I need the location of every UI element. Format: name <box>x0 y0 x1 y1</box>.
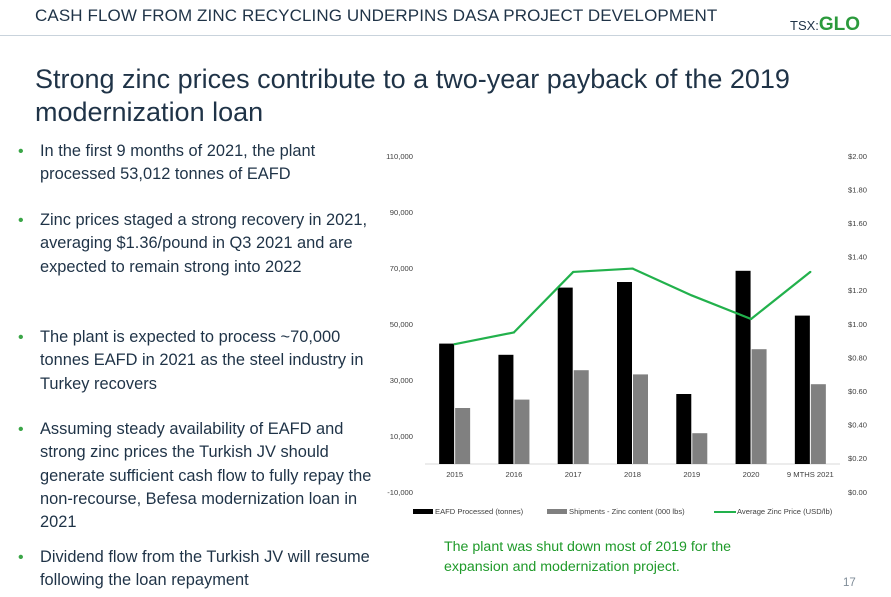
right-tick-label: $1.80 <box>848 185 867 194</box>
bullet-text: Assuming steady availability of EAFD and… <box>40 420 372 532</box>
left-axis: -10,000 10,000 30,000 50,000 70,000 90,000 110… <box>386 152 413 497</box>
line-point <box>690 294 693 297</box>
bar <box>794 315 810 464</box>
line-point <box>572 270 575 274</box>
bullet-item: • In the first 9 months of 2021, the plan… <box>18 140 380 187</box>
bullet-item: • The plant is expected to process ~70,00… <box>18 326 380 396</box>
bar <box>617 282 632 464</box>
bar <box>455 408 471 464</box>
header-title: CASH FLOW FROM ZINC RECYCLING UNDERPINS … <box>35 6 718 25</box>
right-tick-label: $0.00 <box>848 488 867 497</box>
line-point <box>749 317 753 321</box>
left-tick-label: 50,000 <box>390 320 413 329</box>
chart-legend: EAFD Processed (tonnes) Shipments - Zinc … <box>413 507 833 516</box>
category-label: 2018 <box>624 470 641 479</box>
line-point <box>631 267 634 270</box>
left-tick-label: 70,000 <box>390 264 413 273</box>
category-label: 9 MTHS 2021 <box>787 470 834 479</box>
page-number: 17 <box>843 577 856 589</box>
line-point <box>453 343 456 346</box>
bar <box>751 349 767 464</box>
left-tick-label: 10,000 <box>390 432 413 441</box>
right-axis: $0.00 $0.20 $0.40 $0.60 $0.80 $1.00 $1.20 $1.40… <box>848 152 867 497</box>
category-labels: 2015 2016 2017 2018 2019 2020 9 MTHS 2021 <box>446 470 834 479</box>
legend-swatch <box>547 509 567 514</box>
bullet-text: In the first 9 months of 2021, the plant… <box>40 142 316 184</box>
right-tick-label: $1.40 <box>848 253 867 262</box>
category-label: 2016 <box>505 470 522 479</box>
line-series <box>453 267 812 346</box>
bar <box>498 354 514 464</box>
right-tick-label: $0.40 <box>848 421 867 430</box>
bullet-dot-icon: • <box>18 143 24 160</box>
logo-name: GLO <box>818 14 861 35</box>
legend-label: Average Zinc Price (USD/lb) <box>737 507 833 516</box>
category-label: 2019 <box>683 470 700 479</box>
bullet-text: Zinc prices staged a strong recovery in … <box>40 211 368 276</box>
bar <box>573 370 589 464</box>
left-tick-label: 30,000 <box>390 376 413 385</box>
left-tick-label: 90,000 <box>390 208 413 217</box>
zinc-price-line <box>454 267 812 346</box>
category-label: 2017 <box>565 470 582 479</box>
bar <box>514 399 530 464</box>
bar <box>810 384 826 464</box>
category-label: 2015 <box>446 470 463 479</box>
right-tick-label: $1.20 <box>848 286 867 295</box>
header-divider <box>0 35 891 36</box>
legend-label: EAFD Processed (tonnes) <box>435 507 524 516</box>
bullet-text: Dividend flow from the Turkish JV will r… <box>40 548 370 590</box>
right-tick-label: $0.80 <box>848 353 867 362</box>
right-tick-label: $0.20 <box>848 454 867 463</box>
chart-note: The plant was shut down most of 2019 for… <box>444 539 732 575</box>
legend-label: Shipments - Zinc content (000 lbs) <box>569 507 685 516</box>
bullet-item: • Zinc prices staged a strong recovery in… <box>18 209 380 279</box>
bar <box>439 343 455 464</box>
left-tick-label: 110,000 <box>386 152 413 161</box>
logo-prefix: TSX: <box>790 18 819 33</box>
right-tick-label: $2.00 <box>848 152 867 161</box>
left-tick-label: -10,000 <box>387 488 413 497</box>
category-label: 2020 <box>743 470 760 479</box>
bullet-dot-icon: • <box>18 329 24 346</box>
bar <box>692 433 708 464</box>
right-tick-label: $1.00 <box>848 320 867 329</box>
bullet-dot-icon: • <box>18 421 24 438</box>
bar <box>735 270 751 464</box>
legend-swatch <box>413 509 433 514</box>
bullet-item: • Assuming steady availability of EAFD an… <box>18 418 380 534</box>
bar <box>557 287 573 464</box>
right-tick-label: $1.60 <box>848 219 867 228</box>
slide-title: Strong zinc prices contribute to a two-y… <box>35 64 790 127</box>
bar-series <box>439 270 826 464</box>
bullet-dot-icon: • <box>18 212 24 229</box>
bar <box>676 394 692 464</box>
bullet-item: • Dividend flow from the Turkish JV will … <box>18 546 380 593</box>
bullet-dot-icon: • <box>18 549 24 566</box>
bar <box>633 374 648 464</box>
bullet-text: The plant is expected to process ~70,000… <box>40 328 364 393</box>
company-logo: TSX:GLO <box>790 14 860 36</box>
right-tick-label: $0.60 <box>848 387 867 396</box>
line-point <box>512 331 516 334</box>
line-point <box>809 270 812 274</box>
